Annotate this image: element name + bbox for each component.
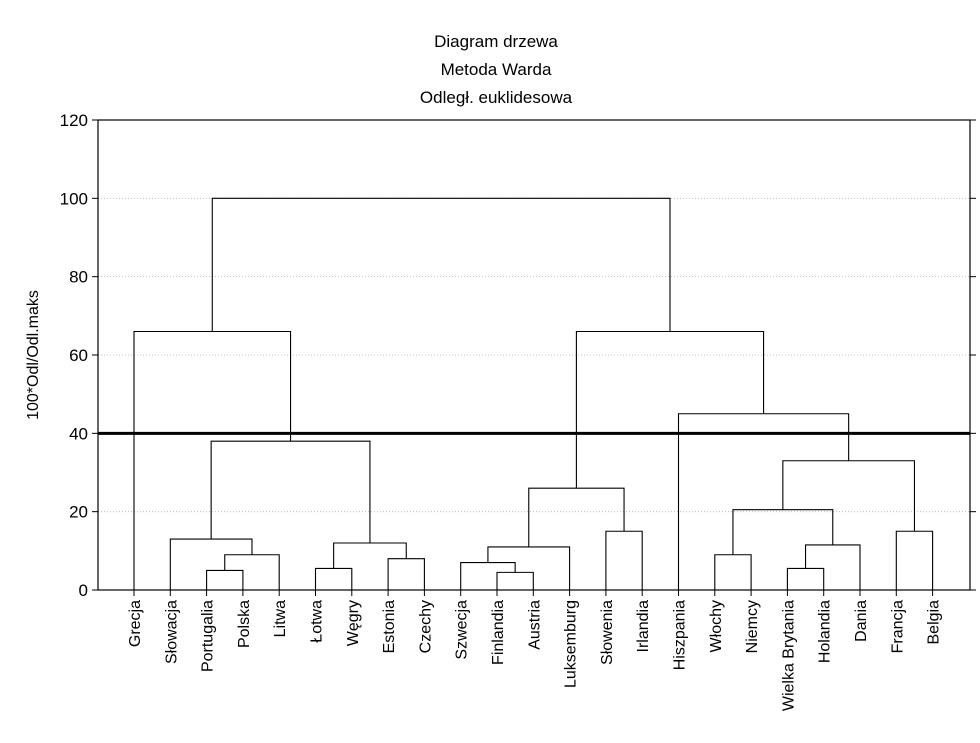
dendrogram-link bbox=[496, 571, 534, 590]
dendrogram-link bbox=[575, 330, 765, 489]
leaf-label: Finlandia bbox=[490, 600, 507, 665]
y-axis-label: 100*Odl/Odl.maks bbox=[25, 290, 42, 420]
leaf-label: Holandia bbox=[817, 600, 834, 663]
dendrogram-link bbox=[210, 440, 371, 543]
leaf-label: Włochy bbox=[708, 600, 725, 652]
chart-title: Diagram drzewa Metoda Warda Odległ. eukl… bbox=[420, 32, 573, 107]
leaf-label: Austria bbox=[526, 600, 543, 650]
leaf-label: Estonia bbox=[381, 600, 398, 653]
title-line-3: Odległ. euklidesowa bbox=[420, 88, 573, 107]
dendrogram-link bbox=[605, 530, 643, 590]
leaf-label: Wielka Brytania bbox=[780, 600, 797, 711]
leaf-label: Słowenia bbox=[599, 600, 616, 665]
dendrogram-link bbox=[460, 562, 516, 590]
leaf-label: Irlandia bbox=[635, 600, 652, 653]
leaf-label: Litwa bbox=[272, 600, 289, 637]
title-line-2: Metoda Warda bbox=[441, 60, 552, 79]
dendrogram-link bbox=[314, 567, 353, 590]
dendrogram-link bbox=[169, 538, 253, 590]
leaf-label: Francja bbox=[889, 600, 906, 653]
leaf-label: Belgia bbox=[926, 600, 943, 645]
y-tick-label: 0 bbox=[79, 581, 88, 600]
leaf-label: Grecja bbox=[127, 600, 144, 647]
dendrogram-link bbox=[895, 530, 934, 590]
leaf-label: Luksemburg bbox=[563, 600, 580, 688]
dendrogram-link bbox=[677, 413, 850, 590]
leaf-label: Niemcy bbox=[744, 600, 761, 653]
grid-lines bbox=[98, 197, 970, 513]
dendrogram-link bbox=[387, 558, 425, 590]
y-tick-label: 40 bbox=[69, 424, 88, 443]
leaf-label: Portugalia bbox=[200, 600, 217, 672]
leaf-label: Słowacja bbox=[163, 600, 180, 664]
dendrogram-link bbox=[528, 487, 625, 547]
dendrogram-link bbox=[333, 542, 407, 569]
dendrogram-link bbox=[714, 554, 752, 590]
dendrogram-links bbox=[133, 197, 934, 590]
leaf-label: Łotwa bbox=[309, 600, 326, 643]
dendrogram-link bbox=[133, 330, 292, 590]
leaf-labels: Grecja Słowacja Portugalia Polska Litwa Łotwa… bbox=[127, 590, 943, 711]
leaf-label: Dania bbox=[853, 600, 870, 642]
y-tick-label: 20 bbox=[69, 503, 88, 522]
dendrogram-link bbox=[206, 569, 244, 590]
y-tick-label: 100 bbox=[60, 189, 88, 208]
y-tick-label: 80 bbox=[69, 268, 88, 287]
leaf-label: Czechy bbox=[417, 600, 434, 653]
leaf-label: Szwecja bbox=[454, 600, 471, 660]
leaf-label: Węgry bbox=[345, 600, 362, 646]
leaf-label: Polska bbox=[236, 600, 253, 648]
title-line-1: Diagram drzewa bbox=[434, 32, 558, 51]
plot-frame bbox=[97, 119, 971, 591]
dendrogram-link bbox=[224, 554, 280, 590]
dendrogram-link bbox=[782, 460, 915, 532]
leaf-label: Hiszpania bbox=[672, 600, 689, 670]
y-tick-label: 120 bbox=[60, 111, 88, 130]
dendrogram-link bbox=[487, 546, 571, 590]
dendrogram-link bbox=[786, 567, 825, 590]
y-axis: 0 20 40 60 80 100 120 bbox=[60, 111, 976, 600]
dendrogram-link bbox=[805, 544, 861, 590]
dendrogram-link bbox=[211, 197, 671, 332]
dendrogram-link bbox=[732, 509, 834, 555]
y-tick-label: 60 bbox=[69, 346, 88, 365]
